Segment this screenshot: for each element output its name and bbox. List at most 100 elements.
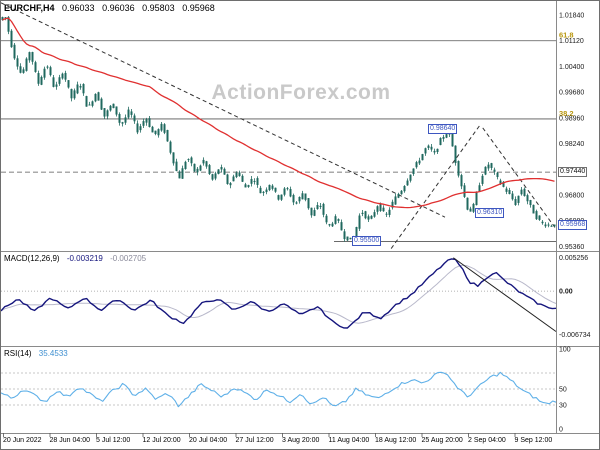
rsi-axis-label: 30 — [559, 403, 567, 410]
candle-body — [409, 174, 412, 181]
candle-body — [118, 114, 121, 123]
candle-body — [52, 77, 55, 87]
candle-body — [283, 188, 286, 195]
candle-body — [22, 69, 25, 73]
candle-body — [304, 193, 307, 200]
candle-body — [457, 161, 460, 176]
candle-body — [538, 215, 541, 220]
candle-body — [31, 52, 34, 62]
candle-body — [424, 148, 427, 154]
candle-body — [208, 165, 211, 174]
candle-body — [55, 84, 58, 87]
rsi-axis-label: 50 — [559, 387, 567, 394]
candle-body — [439, 138, 442, 146]
price-annotation-high: 0.98640 — [428, 124, 458, 134]
candle-body — [124, 117, 127, 123]
candle-body — [511, 193, 514, 200]
time-axis-label: 3 Aug 20:00 — [282, 437, 319, 444]
rsi-value: 35.4533 — [38, 349, 68, 358]
candle-body — [460, 175, 463, 187]
candle-body — [142, 121, 145, 126]
candle-body — [211, 174, 214, 180]
candle-body — [235, 172, 238, 178]
candle-body — [355, 227, 358, 240]
candle-body — [490, 163, 493, 168]
candle-body — [385, 213, 388, 215]
candle-body — [58, 77, 61, 84]
price-annotation-mid: 0.96310 — [475, 208, 505, 218]
candle-body — [184, 161, 187, 170]
macd-axis-label: 0.00 — [559, 289, 573, 296]
candle-body — [349, 237, 352, 240]
candle-body — [262, 191, 265, 193]
rsi-indicator-label: RSI(14) 35.4533 — [4, 349, 68, 358]
fib-axis-label: 61.8 — [559, 31, 574, 40]
rsi-line — [1, 371, 557, 408]
symbol-timeframe: EURCHF,H4 — [4, 3, 55, 13]
trendline — [1, 2, 446, 218]
candle-body — [295, 202, 298, 204]
candle-body — [244, 184, 247, 188]
level-axis-price-label: 0.97440 — [558, 167, 588, 177]
candle-body — [202, 159, 205, 164]
rsi-axis-label: 100 — [559, 347, 571, 354]
candle-body — [265, 189, 268, 193]
candle-body — [442, 136, 445, 139]
candle-body — [322, 203, 325, 215]
candle-body — [406, 180, 409, 186]
candle-body — [514, 199, 517, 205]
candle-body — [106, 110, 109, 117]
candle-body — [280, 194, 283, 200]
candle-body — [220, 167, 223, 170]
candle-body — [151, 126, 154, 133]
candle-body — [427, 145, 430, 148]
time-axis-label: 20 Jul 04:00 — [189, 437, 227, 444]
time-axis-label: 12 Jul 20:00 — [143, 437, 181, 444]
candle-body — [259, 187, 262, 194]
candle-body — [466, 197, 469, 210]
candle-body — [412, 168, 415, 174]
candle-body — [139, 126, 142, 131]
candle-body — [292, 195, 295, 203]
candle-body — [379, 203, 382, 211]
candle-body — [553, 224, 556, 227]
candle-body — [343, 231, 346, 240]
candle-body — [454, 145, 457, 164]
price-axis-label: 0.99680 — [559, 90, 584, 97]
candle-body — [394, 196, 397, 205]
candle-body — [70, 88, 73, 99]
candle-body — [307, 198, 310, 209]
candle-body — [136, 123, 139, 133]
candle-body — [205, 161, 208, 167]
candle-body — [7, 16, 10, 32]
time-axis-label: 9 Sep 12:00 — [515, 437, 553, 444]
candle-body — [67, 80, 70, 88]
candle-body — [370, 215, 373, 219]
candle-body — [403, 186, 406, 192]
candle-body — [445, 134, 448, 138]
candle-body — [451, 130, 454, 147]
candle-body — [253, 180, 256, 182]
candle-body — [82, 84, 85, 94]
candle-body — [400, 190, 403, 195]
candle-body — [112, 103, 115, 109]
candle-body — [226, 174, 229, 185]
candle-body — [361, 212, 364, 215]
candle-body — [127, 109, 130, 118]
candle-body — [520, 189, 523, 195]
candle-body — [367, 216, 370, 220]
macd-main-value: -0.003219 — [66, 254, 103, 263]
candle-body — [88, 104, 91, 106]
candle-body — [199, 165, 202, 171]
candle-body — [247, 185, 250, 187]
candle-body — [334, 216, 337, 224]
candle-body — [508, 189, 511, 195]
candle-body — [505, 188, 508, 192]
candle-body — [358, 215, 361, 229]
candle-body — [502, 181, 505, 187]
price-annotation-low: 0.95500 — [352, 236, 382, 246]
price-axis-label: 0.96800 — [559, 193, 584, 200]
candle-body — [223, 168, 226, 175]
candle-body — [376, 206, 379, 212]
